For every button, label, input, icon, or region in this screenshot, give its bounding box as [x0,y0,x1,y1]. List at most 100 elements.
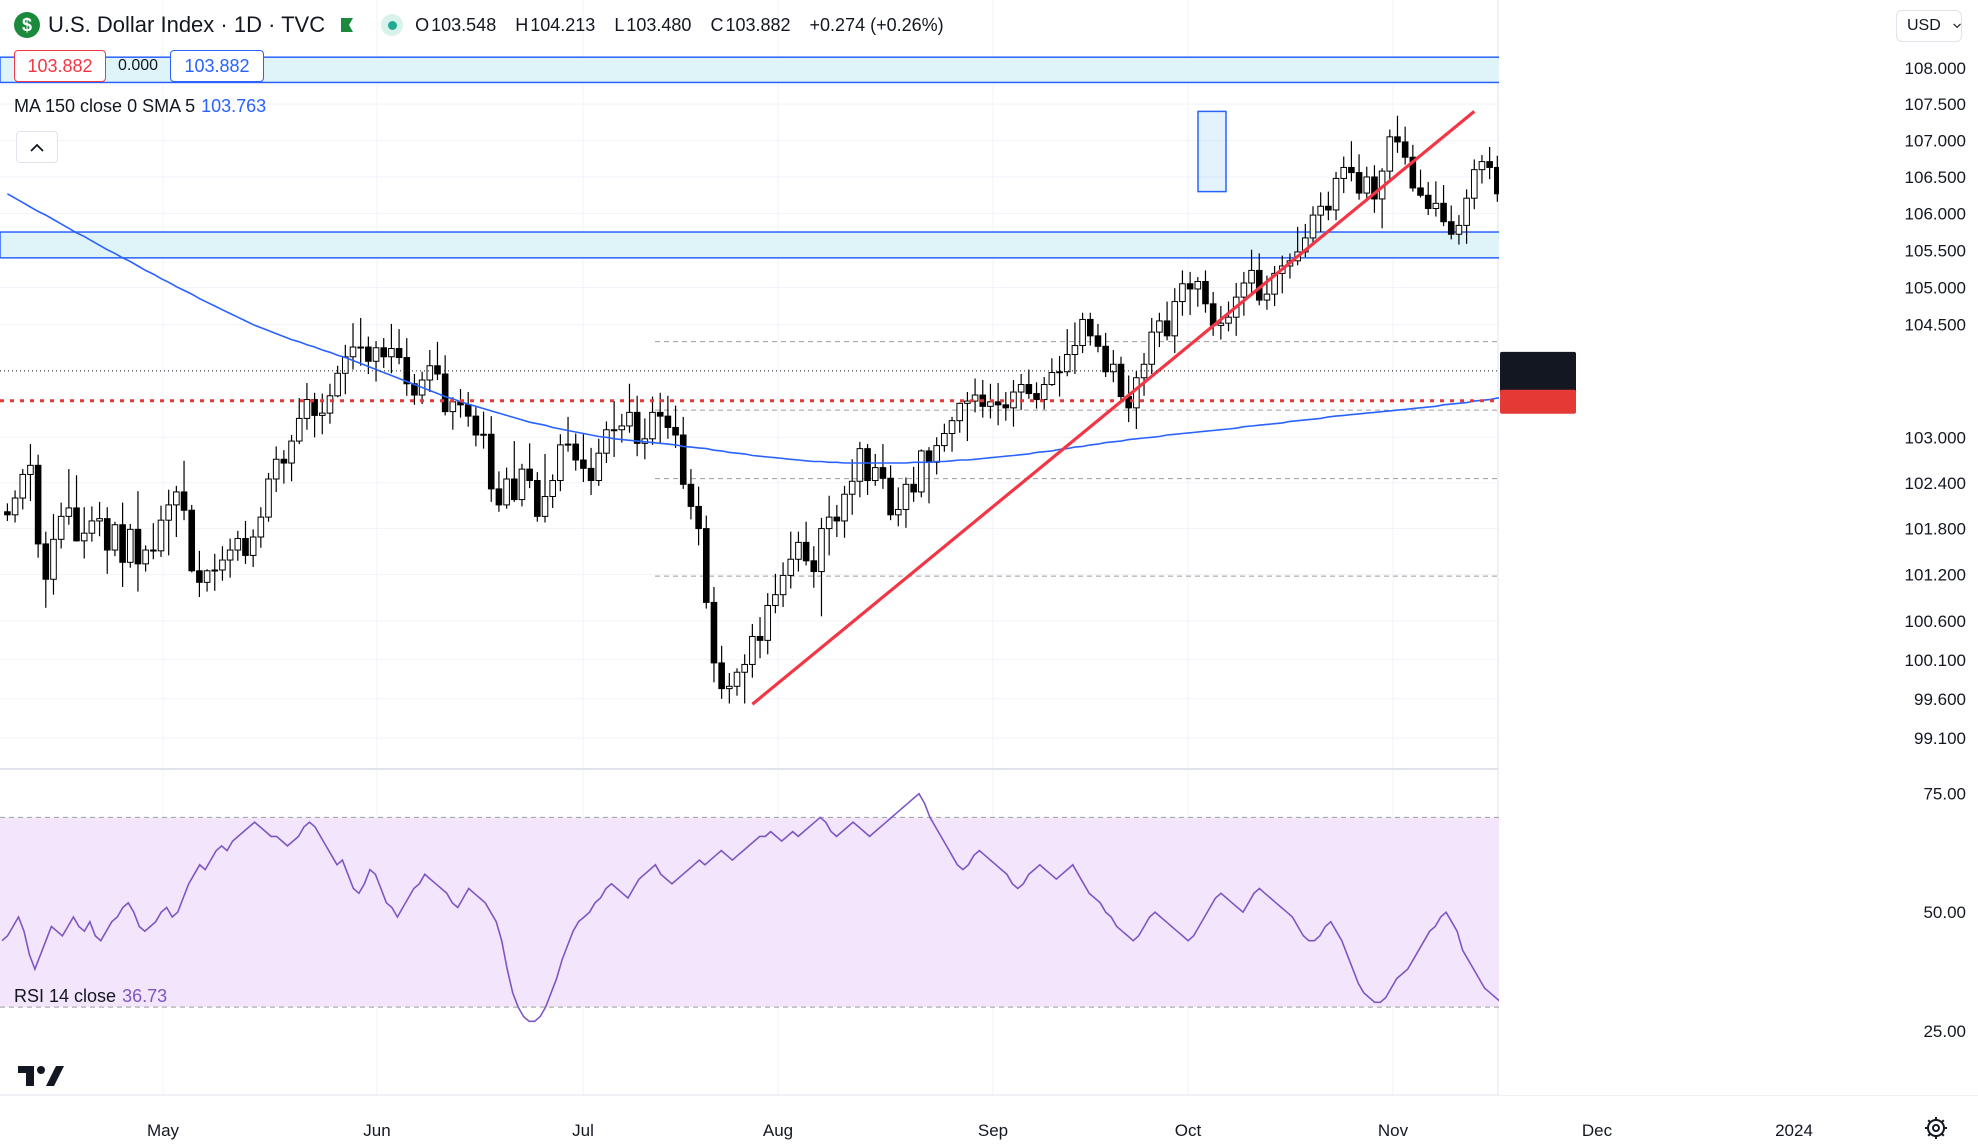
candle-body [679,434,687,485]
candle-body [311,399,318,416]
candle-body [349,346,357,358]
candle-body [318,412,326,416]
candle-body [1263,293,1271,301]
candle-body [1171,301,1179,337]
x-tick-label: 2024 [1775,1121,1813,1140]
trendline [751,110,1476,706]
candle-body [1225,316,1232,324]
candle-body [587,467,595,482]
candle-body [871,467,879,482]
candle-body [741,663,748,673]
low-label: L [614,14,625,35]
chart-header: $ U.S. Dollar Index · 1D · TVC O 103.548 … [0,0,944,50]
candle-body [1110,363,1117,373]
close-label: C [710,14,724,35]
candle-body [1163,320,1171,337]
candle-body [449,401,457,413]
price-zone [1197,110,1227,193]
candle-body [510,478,518,501]
candle-body [226,549,234,561]
x-tick-label: Dec [1582,1121,1613,1140]
candle-body [656,411,664,417]
candle-body [88,520,96,534]
low-value: 103.480 [626,14,692,35]
candle-body [503,478,510,506]
change-value: +0.274 (+0.26%) [809,14,944,35]
candle-body [73,507,80,542]
market-status-icon[interactable] [381,14,404,36]
candle-body [987,401,994,407]
candle-body [288,440,295,464]
rsi-legend-label: RSI 14 close [14,986,117,1006]
y-tick-label: 108.000 [1905,59,1966,78]
candle-body [365,346,372,362]
candle-body [1355,172,1363,194]
axes-group: 108.000 107.500 107.000 106.500 106.000 105.5… [147,0,1978,1140]
candle-body [1432,202,1440,209]
candle-body [1394,136,1401,143]
candle-body [372,347,380,362]
gear-icon[interactable] [1924,1116,1948,1140]
candle-body [595,452,603,482]
candle-body [526,468,533,482]
y-tick-label: 100.100 [1905,651,1966,670]
flag-icon[interactable] [339,17,355,33]
y-tick-label: 103.000 [1905,428,1966,447]
ma-legend[interactable]: MA 150 close 0 SMA 5 103.763 [14,96,266,117]
candle-body [219,559,226,571]
rsi-legend[interactable]: RSI 14 close 36.73 [14,986,167,1007]
candle-body [841,493,848,522]
buy-price-button[interactable]: 103.882 [170,50,264,82]
candle-body [34,464,42,545]
rsi-tick-label: 75.00 [1923,785,1966,804]
open-value: 103.548 [431,14,497,35]
candle-body [1086,318,1094,337]
y-tick-label: 101.800 [1905,520,1966,539]
x-tick-label: Jul [572,1121,594,1140]
candle-body [887,477,894,516]
y-tick-label: 106.000 [1905,205,1966,224]
price-zone [0,56,1609,84]
candle-body [649,411,656,440]
candle-body [211,569,219,572]
candle-body [1486,161,1493,168]
candle-body [487,433,495,490]
price-axis-background [1499,0,1978,1095]
candle-body [395,348,403,359]
candle-body [4,511,11,516]
y-tick-label: 105.500 [1905,241,1966,260]
candle-body [749,635,756,665]
candle-body [541,496,549,517]
sell-price-button[interactable]: 103.882 [14,50,106,82]
candle-body [303,399,311,419]
candle-body [964,400,971,404]
candle-body [618,425,626,431]
rsi-tick-label: 50.00 [1923,903,1966,922]
candle-body [1317,205,1324,216]
candle-body [1363,176,1371,194]
candle-body [480,433,487,436]
currency-select[interactable]: USD [1896,10,1962,42]
x-tick-label: Jun [363,1121,390,1140]
candle-body [142,549,149,565]
candle-body [695,505,702,530]
candle-body [818,528,825,573]
candle-body [518,468,526,501]
collapse-legend-button[interactable] [16,131,58,163]
rsi-line [1,792,1535,1023]
ma-legend-value: 103.763 [201,96,267,116]
spread-value: 0.000 [117,57,159,74]
candle-body [1156,320,1163,333]
symbol-title[interactable]: U.S. Dollar Index · 1D · TVC [48,12,326,37]
candle-body [1025,384,1033,395]
candle-body [1424,194,1432,209]
currency-label: USD [1907,17,1941,34]
candle-body [119,524,126,563]
candle-body [534,480,541,517]
candle-body [342,356,349,374]
candle-body [1033,393,1040,401]
candle-body [1002,404,1010,409]
candle-body [1186,283,1194,290]
candle-body [334,372,341,397]
